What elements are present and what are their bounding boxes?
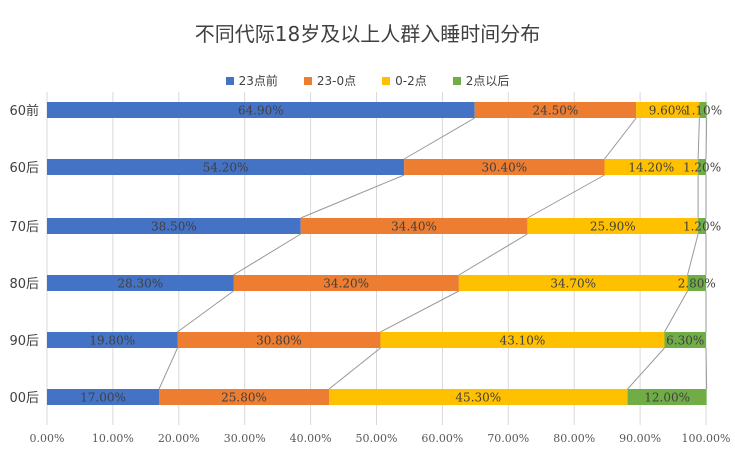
category-label: 90后 — [9, 334, 39, 349]
data-label: 34.70% — [550, 277, 596, 291]
bar-segment — [698, 159, 706, 175]
x-tick-label: 50.00% — [356, 432, 398, 445]
data-label: 2.80% — [678, 277, 716, 291]
legend-item-3: 2点以后 — [452, 72, 510, 89]
data-label: 12.00% — [644, 391, 690, 405]
data-label: 25.90% — [590, 220, 636, 234]
bar-segment — [177, 332, 381, 348]
x-tick-label: 70.00% — [487, 432, 529, 445]
bar-segment — [604, 159, 699, 175]
legend-swatch — [303, 76, 312, 85]
data-label: 30.40% — [481, 161, 527, 175]
bar-segment — [664, 332, 706, 348]
series-line — [664, 290, 688, 333]
x-tick-label: 0.00% — [30, 432, 65, 445]
legend: 23点前 23-0点 0-2点 2点以后 — [0, 72, 735, 89]
bar-segment — [458, 275, 688, 291]
bar-segment — [699, 102, 707, 118]
bar-segment — [47, 102, 475, 118]
series-line — [403, 117, 475, 160]
bar-segment — [627, 389, 707, 405]
series-line — [380, 290, 460, 333]
x-tick-label: 100.00% — [682, 432, 731, 445]
category-label: 00后 — [9, 391, 39, 406]
x-tick-label: 80.00% — [553, 432, 595, 445]
bar-segment — [404, 159, 605, 175]
data-label: 1.20% — [683, 161, 721, 175]
category-label: 60后 — [9, 161, 39, 176]
data-label: 64.90% — [238, 104, 284, 118]
bar-segment — [329, 389, 628, 405]
legend-item-1: 23-0点 — [303, 72, 357, 89]
series-line — [705, 347, 708, 390]
data-label: 24.50% — [533, 104, 579, 118]
series-line — [687, 233, 699, 276]
series-line — [177, 290, 234, 333]
bar-segment — [47, 389, 160, 405]
data-label: 28.30% — [117, 277, 163, 291]
x-tick-label: 10.00% — [92, 432, 134, 445]
series-line — [158, 347, 178, 390]
x-tick-label: 60.00% — [421, 432, 463, 445]
data-label: 34.40% — [391, 220, 437, 234]
series-line — [458, 233, 528, 276]
legend-label: 2点以后 — [465, 74, 510, 88]
legend-swatch — [382, 76, 391, 85]
legend-swatch — [452, 76, 461, 85]
data-label: 6.30% — [666, 334, 704, 348]
bar-segment — [380, 332, 665, 348]
series-line — [604, 117, 637, 160]
bar-segment — [636, 102, 700, 118]
bar-segment — [687, 275, 706, 291]
x-tick-label: 90.00% — [619, 432, 661, 445]
legend-item-2: 0-2点 — [382, 72, 427, 89]
category-label: 60前 — [9, 103, 39, 119]
data-label: 25.80% — [221, 391, 267, 405]
data-label: 43.10% — [500, 334, 546, 348]
data-label: 34.20% — [323, 277, 369, 291]
series-line — [328, 347, 381, 390]
data-label: 54.20% — [203, 161, 249, 175]
legend-label: 23点前 — [238, 74, 278, 88]
legend-label: 0-2点 — [395, 74, 427, 88]
bar-segment — [159, 389, 330, 405]
data-label: 38.50% — [151, 220, 197, 234]
bar-segment — [47, 218, 301, 234]
data-label: 1.20% — [683, 220, 721, 234]
bar-segment — [47, 332, 178, 348]
data-label: 14.20% — [628, 161, 674, 175]
legend-label: 23-0点 — [316, 74, 357, 88]
data-label: 45.30% — [455, 391, 501, 405]
series-line — [697, 117, 700, 160]
data-label: 17.00% — [80, 391, 126, 405]
chart-title: 不同代际18岁及以上人群入睡时间分布 — [194, 22, 541, 46]
bar-segment — [698, 218, 706, 234]
bar-segment — [527, 218, 699, 234]
x-tick-label: 40.00% — [290, 432, 332, 445]
series-line — [705, 117, 708, 160]
bar-segment — [474, 102, 637, 118]
bar-segment — [47, 159, 405, 175]
x-tick-label: 20.00% — [158, 432, 200, 445]
category-label: 80后 — [9, 277, 39, 292]
data-label: 1.10% — [684, 104, 722, 118]
x-tick-label: 30.00% — [224, 432, 266, 445]
data-label: 9.60% — [649, 104, 687, 118]
data-label: 30.80% — [256, 334, 302, 348]
series-line — [527, 174, 605, 219]
bar-segment — [233, 275, 459, 291]
category-label: 70后 — [9, 220, 39, 235]
series-line — [627, 347, 665, 390]
legend-swatch — [225, 76, 234, 85]
series-line — [233, 233, 301, 276]
bar-segment — [300, 218, 528, 234]
data-label: 19.80% — [89, 334, 135, 348]
legend-item-0: 23点前 — [225, 72, 278, 89]
series-line — [300, 174, 405, 219]
bar-segment — [47, 275, 234, 291]
